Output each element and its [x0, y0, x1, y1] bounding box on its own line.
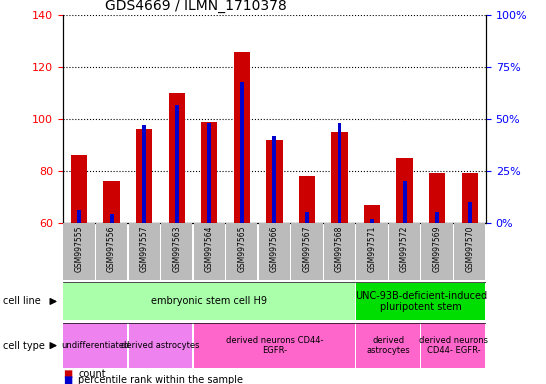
- Bar: [259, 223, 290, 280]
- Bar: [226, 223, 257, 280]
- Bar: [402, 181, 407, 223]
- Text: GSM997569: GSM997569: [432, 225, 442, 272]
- Text: UNC-93B-deficient-induced
pluripotent stem: UNC-93B-deficient-induced pluripotent st…: [355, 291, 487, 312]
- Text: undifferentiated: undifferentiated: [61, 341, 129, 350]
- Bar: [454, 223, 485, 280]
- Bar: [63, 223, 94, 280]
- Bar: [142, 125, 146, 223]
- Bar: [71, 155, 87, 223]
- Bar: [422, 323, 485, 368]
- Bar: [357, 283, 485, 320]
- Bar: [63, 283, 355, 320]
- Bar: [357, 323, 420, 368]
- Bar: [240, 82, 244, 223]
- Bar: [175, 104, 179, 223]
- Bar: [169, 93, 185, 223]
- Text: count: count: [78, 369, 106, 379]
- Text: GSM997557: GSM997557: [140, 225, 149, 272]
- Bar: [299, 176, 315, 223]
- Text: GSM997572: GSM997572: [400, 225, 409, 272]
- Text: GSM997566: GSM997566: [270, 225, 279, 272]
- Text: GSM997563: GSM997563: [172, 225, 181, 272]
- Text: cell type: cell type: [3, 341, 45, 351]
- Text: GSM997556: GSM997556: [107, 225, 116, 272]
- Text: percentile rank within the sample: percentile rank within the sample: [78, 375, 243, 384]
- Bar: [161, 223, 192, 280]
- Text: GSM997565: GSM997565: [238, 225, 246, 272]
- Bar: [136, 129, 152, 223]
- Bar: [461, 174, 478, 223]
- Text: GSM997568: GSM997568: [335, 225, 344, 272]
- Bar: [272, 136, 276, 223]
- Text: GSM997564: GSM997564: [205, 225, 214, 272]
- Bar: [364, 205, 380, 223]
- Bar: [291, 223, 323, 280]
- Text: derived neurons CD44-
EGFR-: derived neurons CD44- EGFR-: [225, 336, 323, 355]
- Text: GSM997571: GSM997571: [367, 225, 377, 272]
- Bar: [128, 323, 192, 368]
- Bar: [468, 202, 472, 223]
- Bar: [324, 223, 355, 280]
- Bar: [357, 223, 388, 280]
- Bar: [331, 132, 348, 223]
- Bar: [422, 223, 453, 280]
- Bar: [305, 212, 309, 223]
- Bar: [96, 223, 127, 280]
- Text: embryonic stem cell H9: embryonic stem cell H9: [151, 296, 267, 306]
- Text: GDS4669 / ILMN_1710378: GDS4669 / ILMN_1710378: [105, 0, 287, 13]
- Bar: [429, 174, 445, 223]
- Bar: [389, 223, 420, 280]
- Bar: [234, 51, 250, 223]
- Bar: [435, 212, 439, 223]
- Bar: [104, 181, 120, 223]
- Bar: [337, 123, 341, 223]
- Bar: [266, 140, 282, 223]
- Text: derived
astrocytes: derived astrocytes: [366, 336, 410, 355]
- Text: ■: ■: [63, 375, 72, 384]
- Text: ■: ■: [63, 369, 72, 379]
- Text: derived astrocytes: derived astrocytes: [121, 341, 200, 350]
- Bar: [63, 323, 127, 368]
- Bar: [207, 123, 211, 223]
- Text: cell line: cell line: [3, 296, 40, 306]
- Bar: [194, 323, 355, 368]
- Text: derived neurons
CD44- EGFR-: derived neurons CD44- EGFR-: [419, 336, 488, 355]
- Text: GSM997555: GSM997555: [75, 225, 84, 272]
- Bar: [77, 210, 81, 223]
- Bar: [201, 122, 217, 223]
- Bar: [194, 223, 225, 280]
- Bar: [370, 218, 374, 223]
- Bar: [110, 214, 114, 223]
- Bar: [128, 223, 160, 280]
- Text: GSM997567: GSM997567: [302, 225, 311, 272]
- Bar: [396, 158, 413, 223]
- Text: GSM997570: GSM997570: [465, 225, 474, 272]
